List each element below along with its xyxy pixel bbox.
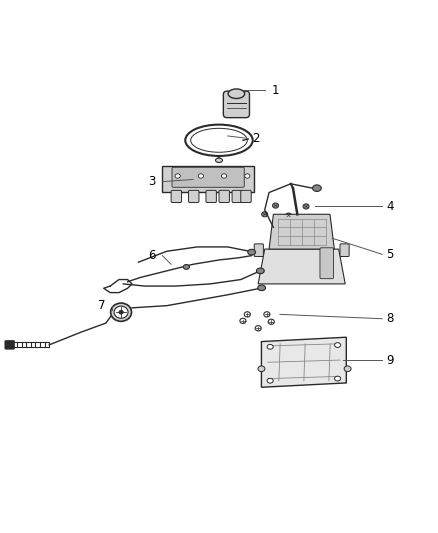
Text: 2: 2 xyxy=(252,132,260,144)
Ellipse shape xyxy=(267,344,273,349)
Ellipse shape xyxy=(175,174,180,178)
FancyBboxPatch shape xyxy=(232,190,243,203)
FancyBboxPatch shape xyxy=(172,167,244,187)
Ellipse shape xyxy=(248,249,255,255)
Text: 8: 8 xyxy=(387,312,394,325)
Text: 9: 9 xyxy=(387,353,394,367)
Ellipse shape xyxy=(286,213,292,218)
Polygon shape xyxy=(162,166,254,192)
Ellipse shape xyxy=(222,174,227,178)
Ellipse shape xyxy=(344,366,351,372)
Ellipse shape xyxy=(184,264,189,269)
Ellipse shape xyxy=(335,376,341,381)
Ellipse shape xyxy=(264,312,270,317)
Ellipse shape xyxy=(245,174,250,178)
Polygon shape xyxy=(258,249,345,284)
Ellipse shape xyxy=(268,319,274,325)
Ellipse shape xyxy=(198,174,204,178)
FancyBboxPatch shape xyxy=(254,244,263,256)
Ellipse shape xyxy=(267,378,273,383)
FancyBboxPatch shape xyxy=(320,248,333,279)
Text: 7: 7 xyxy=(99,299,106,312)
Polygon shape xyxy=(269,214,334,249)
Ellipse shape xyxy=(272,203,279,208)
Text: 5: 5 xyxy=(387,248,394,261)
FancyBboxPatch shape xyxy=(241,190,251,203)
Ellipse shape xyxy=(335,343,341,348)
Ellipse shape xyxy=(215,158,223,163)
Ellipse shape xyxy=(258,285,265,290)
Ellipse shape xyxy=(228,89,245,99)
FancyBboxPatch shape xyxy=(223,91,250,118)
Ellipse shape xyxy=(256,268,264,273)
FancyBboxPatch shape xyxy=(206,190,216,203)
Ellipse shape xyxy=(240,318,246,324)
Ellipse shape xyxy=(111,303,131,321)
FancyBboxPatch shape xyxy=(340,244,349,256)
Ellipse shape xyxy=(313,185,321,191)
FancyBboxPatch shape xyxy=(5,341,14,349)
Text: 3: 3 xyxy=(148,175,156,188)
Polygon shape xyxy=(261,337,346,387)
FancyBboxPatch shape xyxy=(219,190,230,203)
FancyBboxPatch shape xyxy=(171,190,182,203)
Text: 1: 1 xyxy=(272,84,279,96)
Ellipse shape xyxy=(191,128,247,152)
Ellipse shape xyxy=(185,125,253,156)
Ellipse shape xyxy=(303,204,309,209)
Ellipse shape xyxy=(244,312,251,317)
FancyBboxPatch shape xyxy=(188,190,199,203)
Ellipse shape xyxy=(258,366,265,372)
Ellipse shape xyxy=(255,326,261,331)
Ellipse shape xyxy=(114,306,128,318)
Text: 4: 4 xyxy=(387,200,394,213)
Ellipse shape xyxy=(119,310,123,314)
Ellipse shape xyxy=(261,212,268,217)
Text: 6: 6 xyxy=(148,249,156,262)
